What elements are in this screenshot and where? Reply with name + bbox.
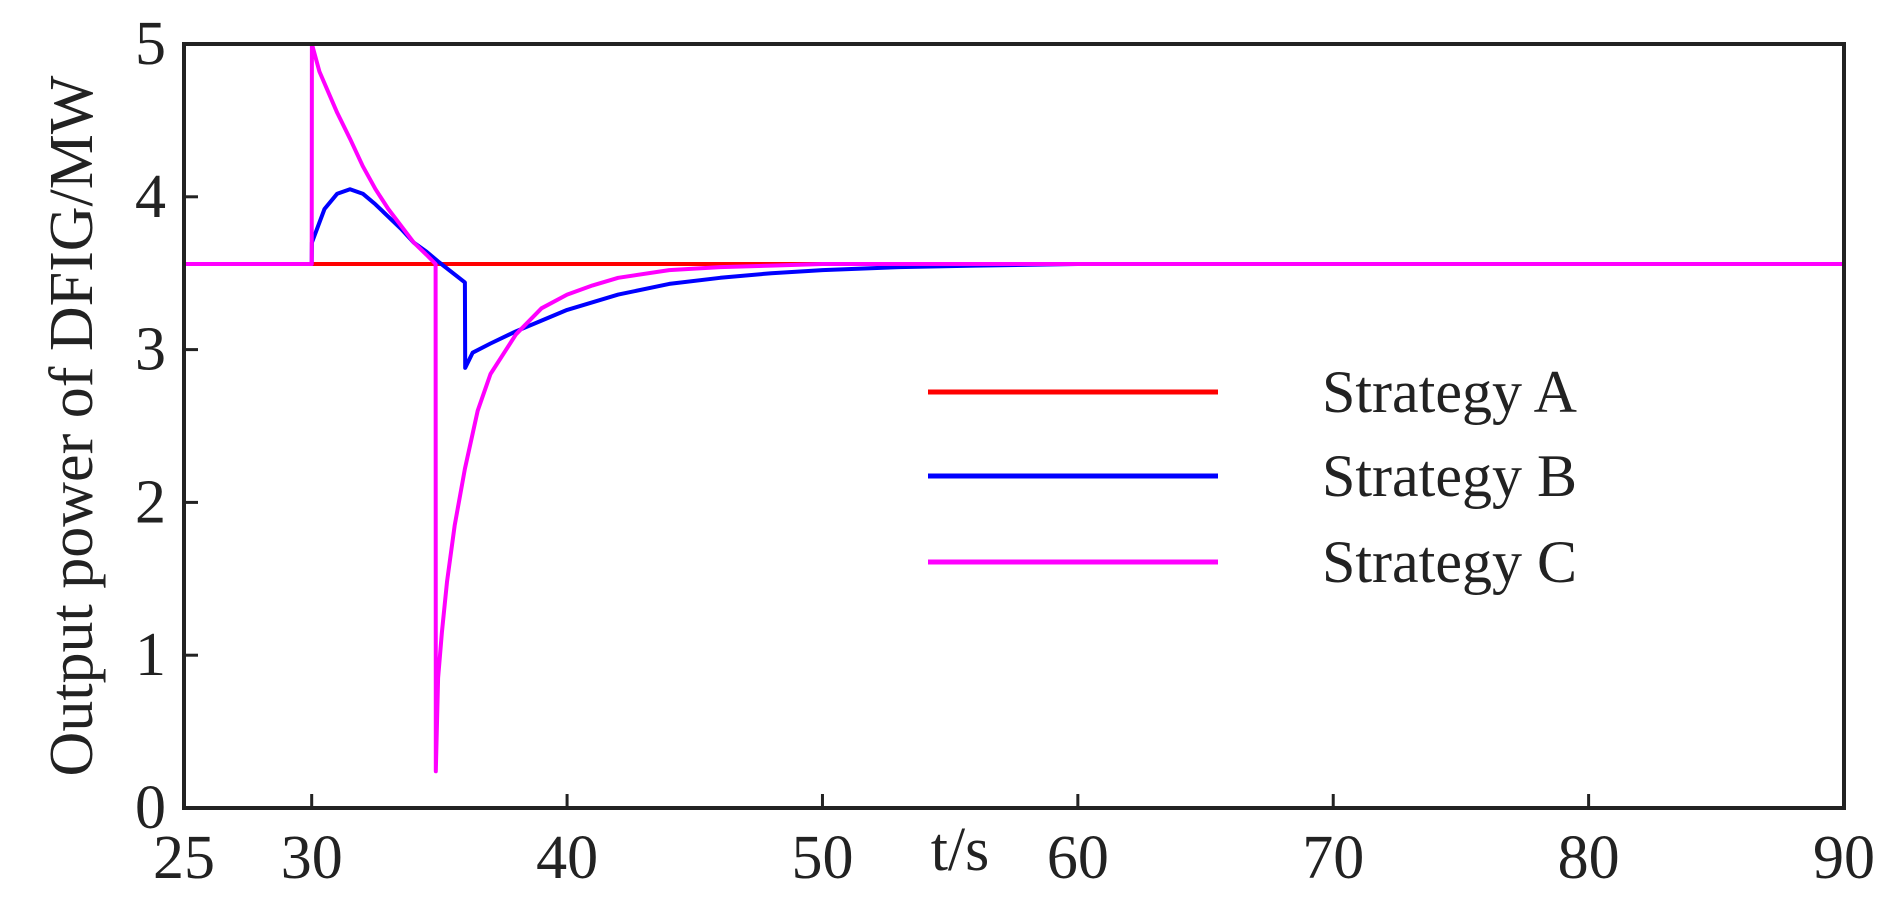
x-tick-label: 50: [791, 824, 853, 892]
x-axis-ticks: 25 30 40 50 60 70 80 90: [153, 794, 1875, 892]
x-tick-label: 25: [153, 824, 215, 892]
y-axis-ticks: 0 1 2 3 4 5: [135, 10, 198, 842]
y-tick-label: 3: [135, 316, 166, 384]
plot-frame: [182, 42, 1846, 810]
x-tick-label: 90: [1813, 824, 1875, 892]
x-tick-label: 40: [536, 824, 598, 892]
y-axis-label: Output power of DFIG/MW: [38, 75, 106, 776]
y-tick-label: 4: [135, 163, 166, 231]
series-layer: [184, 44, 1844, 774]
legend-label-3: Strategy C: [1322, 529, 1577, 595]
x-axis-label: t/s: [931, 816, 990, 884]
x-tick-label: 30: [281, 824, 343, 892]
y-tick-label: 5: [135, 10, 166, 78]
series-line-2: [184, 187, 1844, 370]
legend: Strategy A Strategy B Strategy C: [928, 359, 1577, 595]
y-tick-label: 0: [135, 774, 166, 842]
y-tick-label: 1: [135, 621, 166, 689]
legend-label-2: Strategy B: [1322, 443, 1577, 509]
x-tick-label: 70: [1302, 824, 1364, 892]
x-tick-label: 80: [1558, 824, 1620, 892]
legend-label-1: Strategy A: [1322, 359, 1577, 425]
y-tick-label: 2: [135, 468, 166, 536]
series-line-3: [184, 44, 1844, 774]
x-tick-label: 60: [1047, 824, 1109, 892]
